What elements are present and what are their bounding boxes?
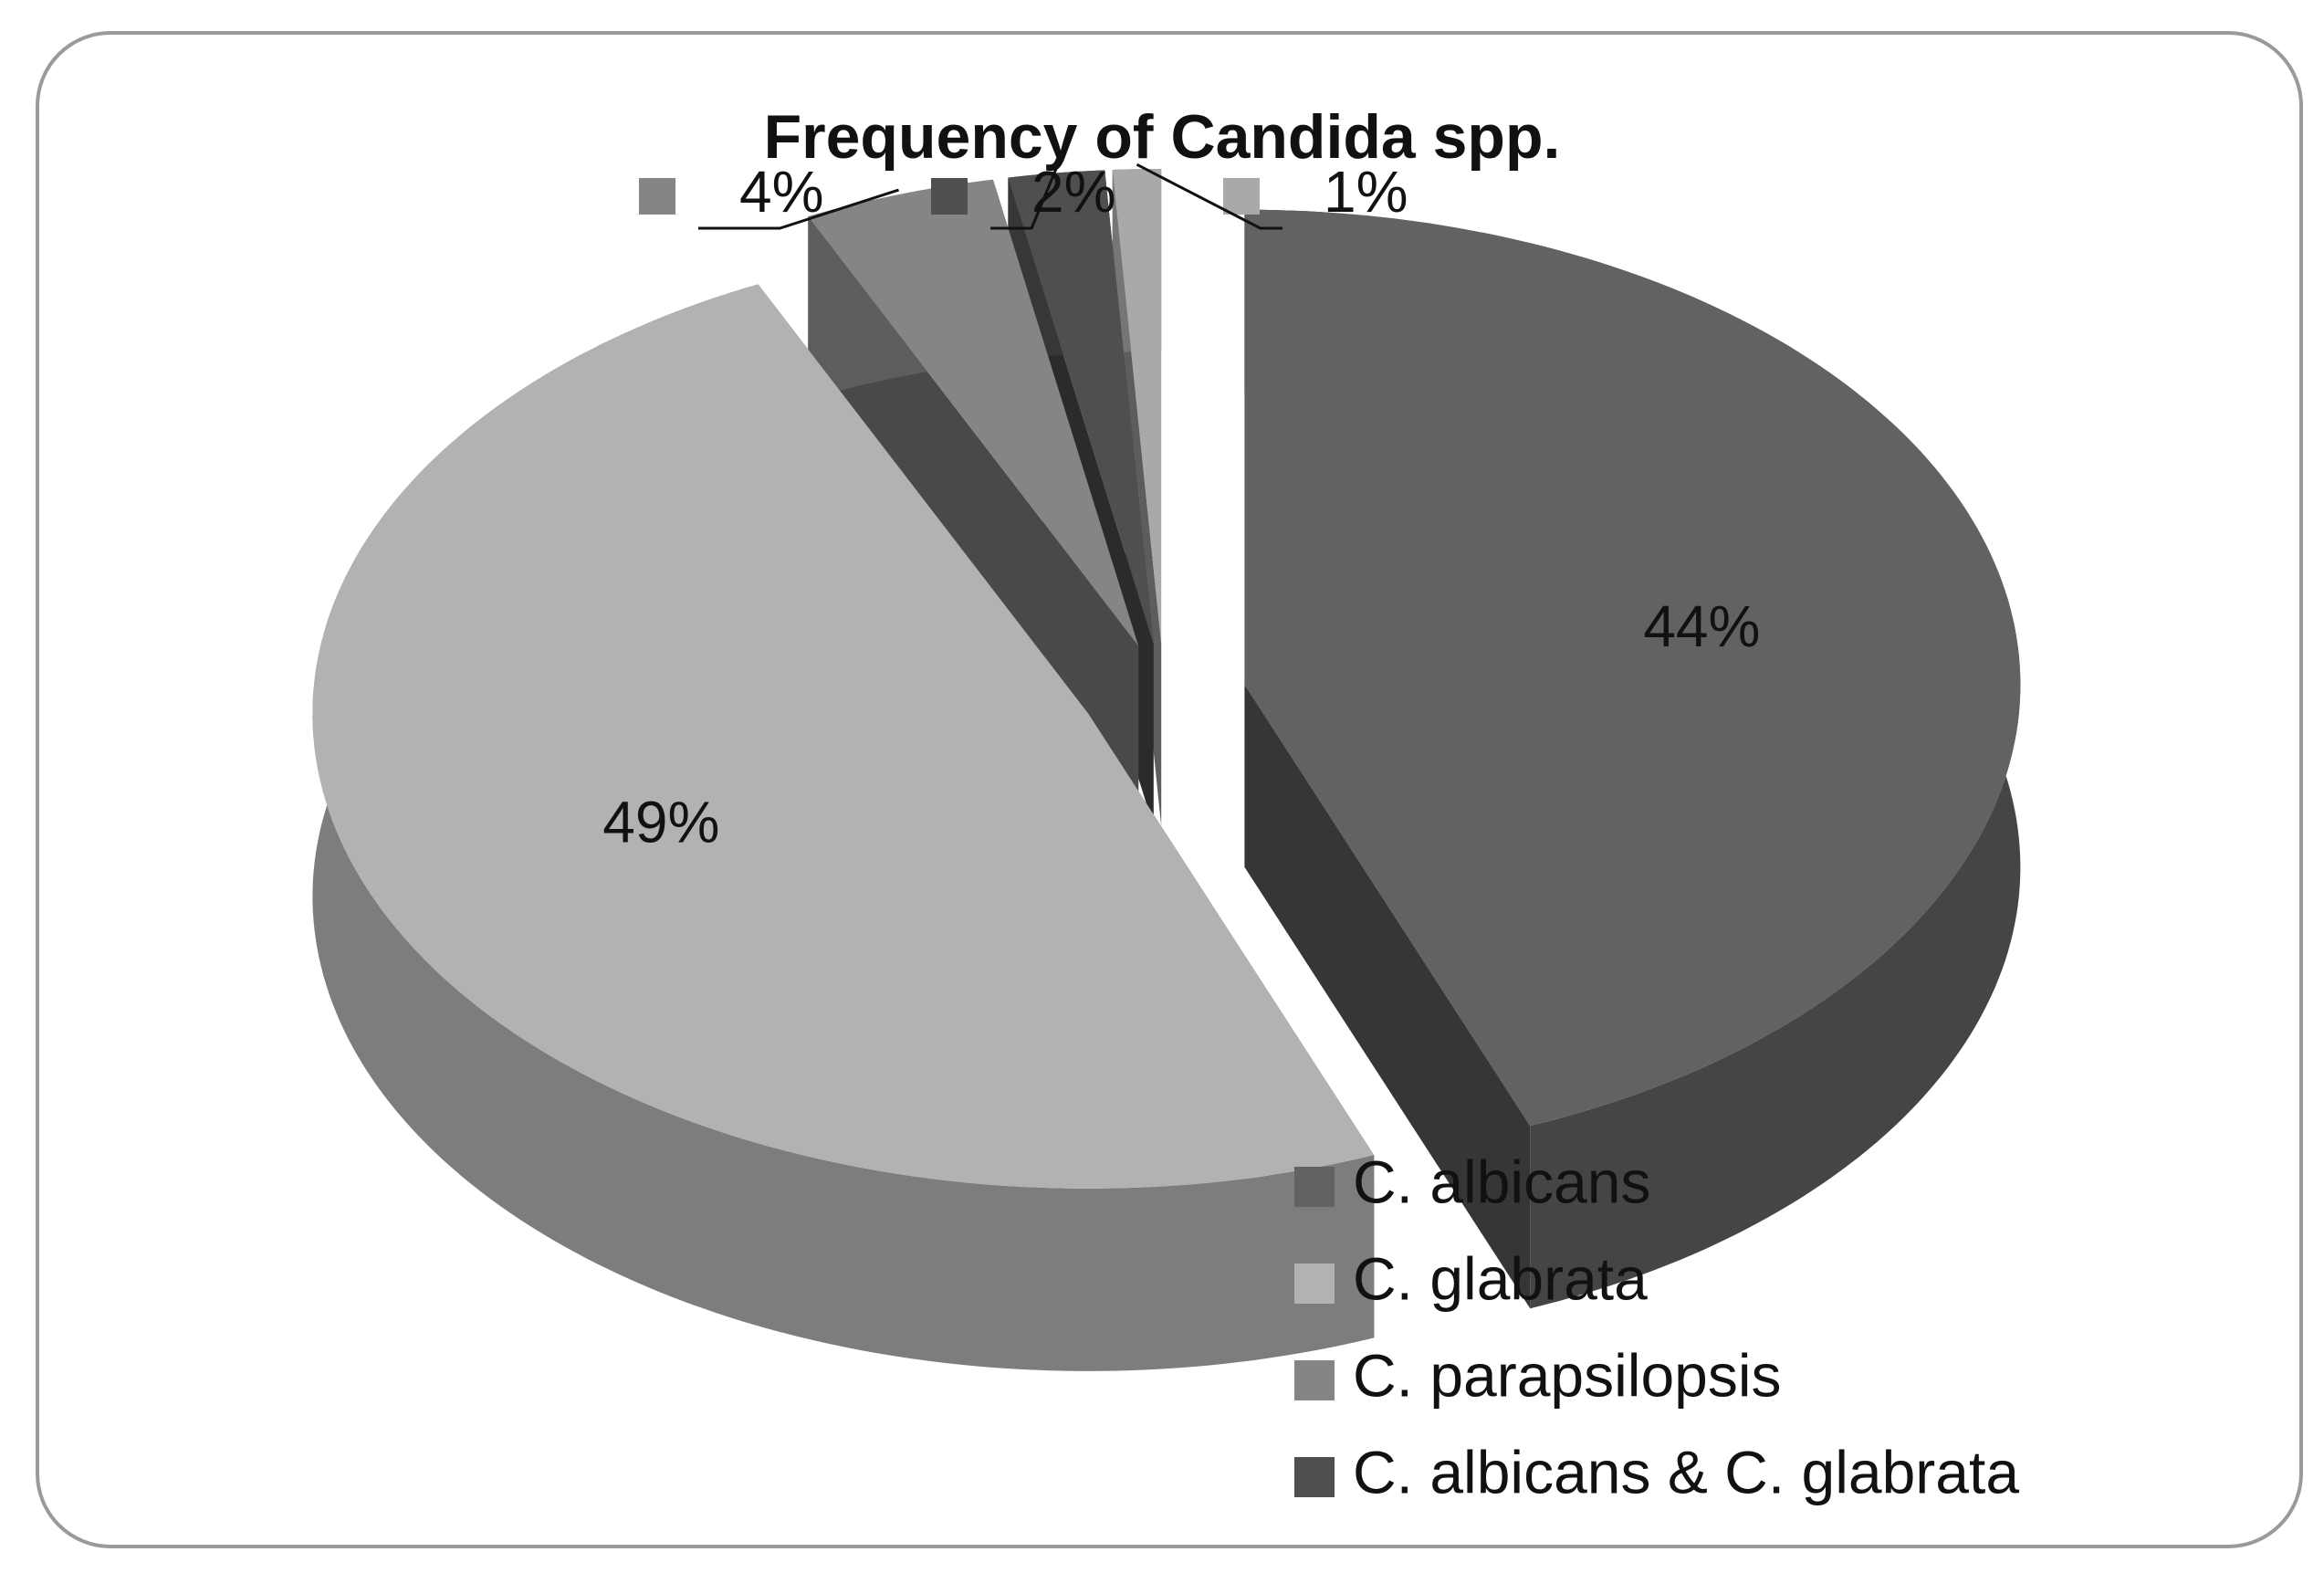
value-label: 4% [739, 159, 824, 225]
slice-top [1008, 170, 1154, 645]
legend-label: C. albicans [1353, 1148, 1651, 1215]
slice-top [1244, 209, 2021, 1127]
value-label-key [639, 178, 675, 215]
value-label-key [1223, 178, 1260, 215]
legend-label: C. glabrata [1353, 1244, 1648, 1312]
slice-wall [1244, 684, 1531, 1309]
leader-line [698, 188, 899, 230]
value-label: 2% [1031, 159, 1116, 225]
value-label: 1% [1324, 159, 1408, 225]
slice-top [312, 284, 1375, 1189]
legend-label: C. albicans & C. glabrata [1353, 1438, 2019, 1505]
legend-key [1294, 1360, 1335, 1400]
legend-key [1294, 1167, 1335, 1207]
legend-key [1294, 1457, 1335, 1497]
slice [1244, 209, 2021, 1309]
legend-label: C. parapsilopsis [1353, 1341, 1782, 1409]
slice-top [1112, 169, 1162, 644]
slice-side [312, 284, 1375, 1371]
value-label: 49% [602, 790, 719, 855]
legend-key [1294, 1264, 1335, 1304]
leader-line [1136, 163, 1282, 230]
value-label-key [931, 178, 968, 215]
chart-title: Frequency of Candida spp. [764, 102, 1561, 172]
value-label: 44% [1643, 593, 1760, 659]
leader-line [990, 167, 1058, 230]
slice-top [808, 179, 1139, 646]
